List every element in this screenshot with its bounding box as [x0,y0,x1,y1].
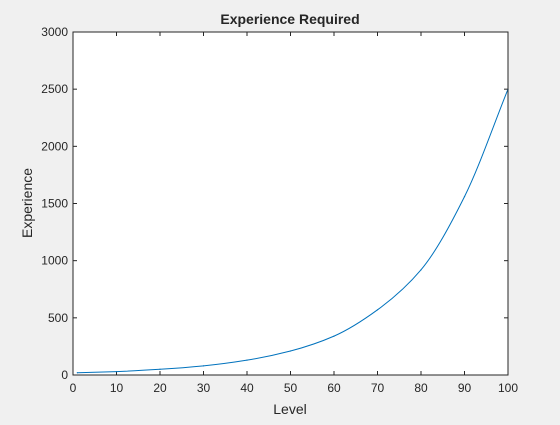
y-tick-label: 3000 [41,25,68,39]
x-tick-label: 0 [70,381,77,395]
axes-box [72,31,509,376]
data-point [202,365,205,367]
x-tick-label: 50 [284,381,298,395]
y-tick-label: 500 [48,311,68,325]
data-point [420,269,422,271]
x-tick-label: 80 [414,381,428,395]
data-point [76,372,78,374]
x-tick-label: 70 [371,381,385,395]
data-point [246,359,248,361]
y-tick-label: 1500 [41,197,68,211]
series-line [77,88,509,374]
data-point [289,350,292,352]
series-layer [76,88,509,374]
y-tick-label: 2500 [41,82,68,96]
x-tick-label: 40 [240,381,254,395]
x-tick-label: 30 [197,381,211,395]
data-point [159,368,161,370]
x-tick-label: 100 [498,381,518,395]
data-point [376,309,379,311]
x-axis-label: Level [273,401,306,417]
y-axis-label: Experience [19,168,35,238]
y-tick-label: 0 [61,368,68,382]
data-point [463,196,466,198]
x-tick-label: 20 [153,381,167,395]
chart-title: Experience Required [220,11,359,27]
x-tick-label: 60 [327,381,341,395]
x-tick-label: 90 [458,381,472,395]
data-point [115,370,118,373]
data-point [333,335,335,337]
tick-labels: 0 10 20 30 40 50 60 70 80 90 100050010001500200025… [41,25,518,395]
y-tick-label: 1000 [41,254,68,268]
x-tick-label: 10 [110,381,124,395]
plot-area [73,32,508,375]
y-tick-label: 2000 [41,139,68,153]
